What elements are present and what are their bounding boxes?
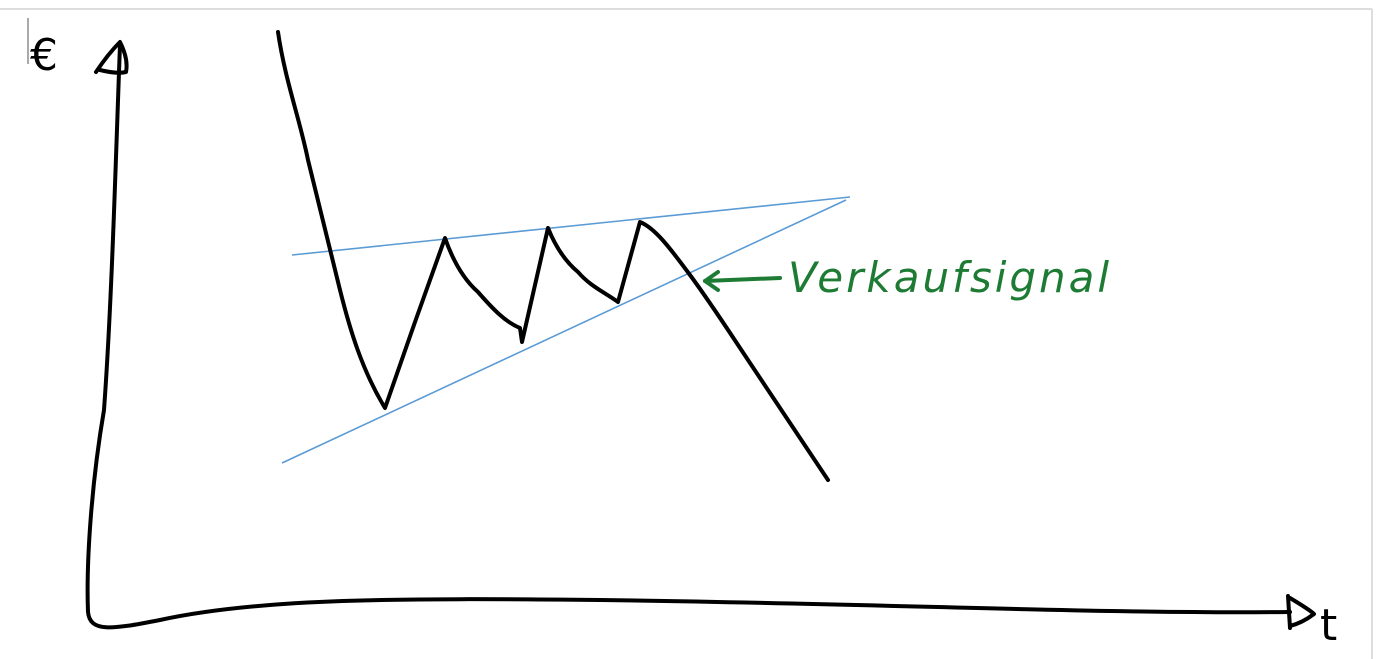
y-axis-label: € <box>30 30 58 81</box>
axes <box>85 43 1292 630</box>
signal-arrow-head <box>703 270 720 292</box>
signal-arrow-line <box>703 276 782 283</box>
x-arrow-head <box>1286 594 1316 630</box>
price-line <box>276 30 830 482</box>
y-arrow-head <box>94 40 129 75</box>
signal-label: Verkaufsignal <box>788 253 1112 302</box>
x-axis-label: t <box>1320 600 1337 651</box>
upper-trend-line <box>291 196 851 256</box>
lower-trend-line <box>281 199 847 464</box>
